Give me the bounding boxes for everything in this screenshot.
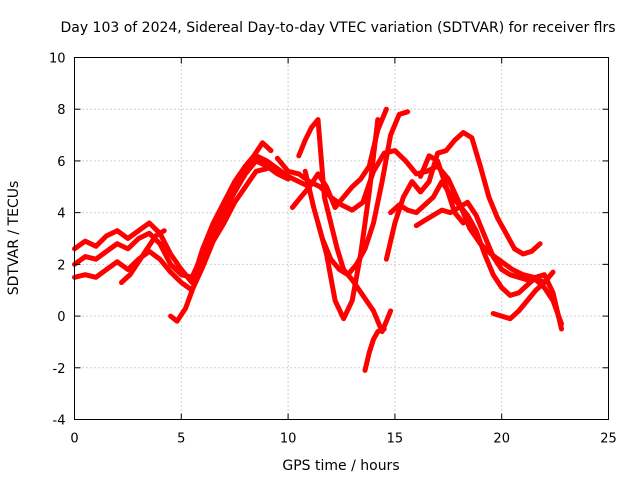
y-tick-label: 10 xyxy=(49,52,66,67)
x-tick-label: 25 xyxy=(600,432,617,447)
y-tick-label: -2 xyxy=(53,362,66,377)
series-track-11 xyxy=(362,326,387,373)
y-tick-label: 0 xyxy=(57,310,65,325)
x-tick-label: 0 xyxy=(70,432,78,447)
series-track-2 xyxy=(72,158,291,280)
series-track-4 xyxy=(119,228,167,285)
x-tick-label: 20 xyxy=(493,432,510,447)
series-track-1 xyxy=(72,153,312,285)
series-track-13 xyxy=(388,179,564,332)
series-track-14 xyxy=(413,199,564,327)
y-tick-label: 6 xyxy=(57,155,65,170)
series-track-10 xyxy=(296,117,394,335)
ticks xyxy=(74,57,609,420)
series-track-15 xyxy=(418,153,466,226)
y-tick-label: 4 xyxy=(57,207,65,222)
series-track-12 xyxy=(383,130,543,262)
x-tick-label: 10 xyxy=(280,432,297,447)
series-track-3 xyxy=(72,166,270,293)
x-tick-label: 15 xyxy=(387,432,404,447)
series-track-9 xyxy=(302,109,411,278)
series-track-16 xyxy=(490,269,556,322)
series-track-8 xyxy=(315,117,381,322)
y-tick-label: -4 xyxy=(53,414,66,429)
plot-frame xyxy=(74,57,609,420)
chart-title: Day 103 of 2024, Sidereal Day-to-day VTE… xyxy=(60,20,615,36)
tick-labels: 0 5 10 15 20 25 -4 -2 0 2 4 6 8 10 xyxy=(49,52,617,447)
series-layer xyxy=(72,106,564,373)
x-axis-label: GPS time / hours xyxy=(282,458,399,474)
y-tick-label: 2 xyxy=(57,258,65,273)
series-track-5 xyxy=(168,140,274,324)
y-tick-label: 8 xyxy=(57,103,65,118)
y-axis-label: SDTVAR / TECUs xyxy=(6,181,22,296)
x-tick-label: 5 xyxy=(177,432,185,447)
